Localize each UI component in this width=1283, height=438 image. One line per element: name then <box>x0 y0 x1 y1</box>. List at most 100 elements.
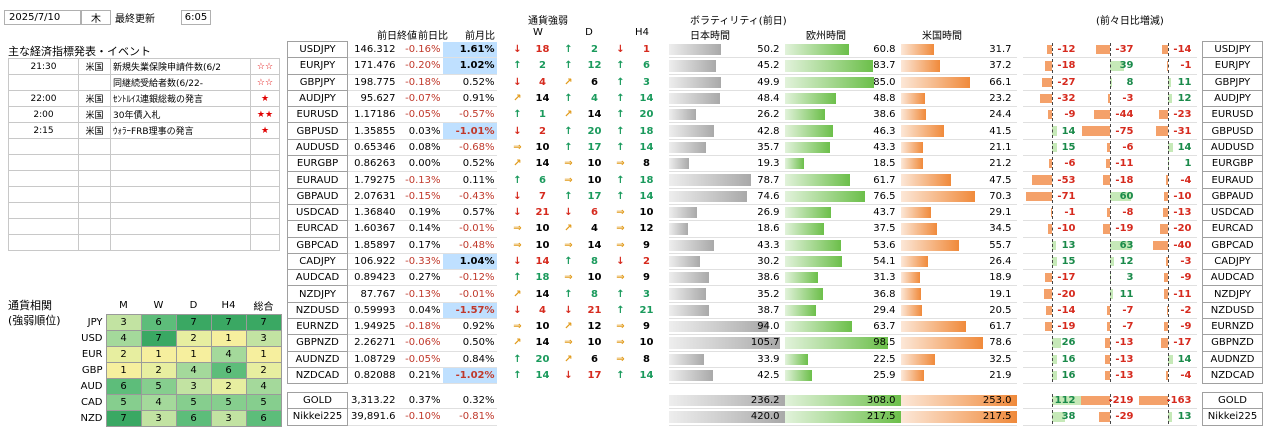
diff-us-bar <box>1156 126 1168 136</box>
diff-tokyo-bar <box>1051 240 1057 250</box>
ranking-cell: 6 <box>175 409 212 427</box>
strength-h4-count: 14 <box>639 141 654 153</box>
pair-row: EURCAD 1.60367 0.14% -0.01% ⇒ 10 ↗ 4 ⇒ 12 18.6 37.5… <box>287 220 1263 238</box>
vol-europe-bar <box>784 141 831 154</box>
diff-tokyo-axis <box>1051 59 1053 73</box>
diff-us: -163 <box>1138 392 1197 410</box>
vol-tokyo-bar <box>668 43 722 56</box>
pair-name-right: GBPUSD <box>1202 122 1263 140</box>
strength-h4-count: 3 <box>643 288 650 300</box>
month-change: 0.11% <box>442 171 497 189</box>
diff-tokyo-value: 16 <box>1061 370 1076 382</box>
diff-us-value: -4 <box>1180 370 1192 382</box>
strength-h4-count: 10 <box>639 207 654 219</box>
strength-w-count: 21 <box>535 207 550 219</box>
strength-h4-arrow-icon: ↑ <box>616 370 625 382</box>
vol-tokyo-value: 35.7 <box>757 141 780 153</box>
ranking-cell: 5 <box>245 393 282 411</box>
diff-us-bar <box>1164 322 1168 332</box>
vol-tokyo: 33.9 <box>668 351 785 368</box>
diff-us-axis <box>1167 352 1169 366</box>
vol-tokyo-bar <box>668 239 715 251</box>
event-country <box>78 234 111 251</box>
spacer <box>607 393 635 409</box>
month-change: 0.57% <box>442 204 497 222</box>
diff-europe: -219 <box>1080 392 1139 410</box>
strength-h4-count: 6 <box>643 60 650 72</box>
diff-us-value: -31 <box>1173 125 1192 137</box>
vol-us: 78.6 <box>900 334 1017 352</box>
diff-europe-value: 63 <box>1119 239 1134 251</box>
pair-name-right: USDJPY <box>1202 40 1263 59</box>
vol-us-value: 70.3 <box>989 190 1012 202</box>
diff-tokyo-value: 16 <box>1061 353 1076 365</box>
diff-europe-axis <box>1109 173 1111 187</box>
vol-tokyo-bar <box>668 321 768 333</box>
vol-us-value: 61.7 <box>989 321 1012 333</box>
diff-europe-axis <box>1109 287 1111 301</box>
diff-tokyo-value: -27 <box>1057 76 1076 88</box>
diff-us-value: -4 <box>1180 174 1192 186</box>
diff-us-bar <box>1166 305 1168 316</box>
day-change: -0.20% <box>397 57 443 75</box>
day-change: 0.21% <box>397 367 443 385</box>
ranking-col-header: W <box>153 300 164 312</box>
pair-name: CADJPY <box>287 252 348 271</box>
month-change: 0.52% <box>442 74 497 91</box>
diff-europe-bar <box>1106 305 1110 316</box>
diff-europe: -37 <box>1080 41 1139 59</box>
vol-europe-bar <box>784 223 825 235</box>
diff-europe-axis <box>1109 254 1111 269</box>
diff-us-bar <box>1160 224 1168 234</box>
spacer <box>505 393 531 409</box>
month-change: -0.81% <box>442 408 497 426</box>
vol-europe-value: 36.8 <box>873 288 896 300</box>
month-change: -0.57% <box>442 106 497 124</box>
vol-europe-value: 43.3 <box>873 141 896 153</box>
diff-tokyo-value: 38 <box>1061 411 1076 423</box>
vol-us-bar <box>900 109 927 121</box>
event-time <box>8 74 79 91</box>
spacer <box>659 335 669 351</box>
events-title: 主な経済指標発表・イベント <box>8 45 151 58</box>
ranking-row: USD 4 7 2 1 3 <box>76 329 282 347</box>
month-change: -1.01% <box>442 122 497 140</box>
vol-us: 217.5 <box>900 408 1017 426</box>
diff-tokyo: -20 <box>1022 285 1081 303</box>
diff-tokyo-value: -53 <box>1057 174 1076 186</box>
strength-w-arrow-icon: ↗ <box>513 158 522 170</box>
diff-us-axis <box>1167 238 1169 252</box>
col-header-d: D <box>585 27 593 38</box>
diff-us: -20 <box>1138 220 1197 238</box>
diff-tokyo-axis <box>1051 271 1053 285</box>
vol-europe-value: 83.7 <box>873 60 896 72</box>
pair-row: GBPCAD 1.85897 0.17% -0.48% ⇒ 10 ⇒ 14 ⇒ 9 43.3 53.6… <box>287 236 1263 254</box>
strength-w-arrow-icon: ↓ <box>513 304 522 316</box>
prev-close: 1.08729 <box>347 351 398 368</box>
strength-w-arrow-icon: ↓ <box>513 256 522 267</box>
strength-h4-count: 14 <box>639 93 654 105</box>
diff-europe: -75 <box>1080 122 1139 140</box>
event-country <box>78 202 111 219</box>
vol-tokyo-value: 74.6 <box>757 190 780 202</box>
strength-d-count: 2 <box>591 44 598 56</box>
diff-europe-value: -29 <box>1115 411 1134 423</box>
diff-tokyo-axis <box>1051 254 1053 269</box>
diff-europe-bar <box>1082 126 1110 136</box>
strength-h4-arrow-icon: ↑ <box>616 125 625 137</box>
diff-tokyo-axis <box>1051 393 1053 408</box>
diff-europe-bar <box>1102 175 1110 185</box>
pair-row: EURUSD 1.17186 -0.05% -0.57% ↑ 1 ↗ 14 ↑ 20 26.2 38.… <box>287 106 1263 124</box>
vol-europe-bar <box>784 288 824 300</box>
diff-us-value: 14 <box>1177 141 1192 153</box>
vol-us-bar <box>900 321 966 333</box>
vol-europe: 22.5 <box>784 351 901 368</box>
diff-europe-bar <box>1107 142 1110 153</box>
diff-tokyo-bar <box>1051 412 1066 422</box>
ranking-cell: 5 <box>210 393 247 411</box>
pair-name-right: EURAUD <box>1202 171 1263 189</box>
col-header-w: W <box>533 27 543 38</box>
diff-us-bar <box>1167 412 1173 422</box>
vol-tokyo-value: 49.9 <box>757 76 780 88</box>
pair-name: AUDUSD <box>287 138 348 157</box>
